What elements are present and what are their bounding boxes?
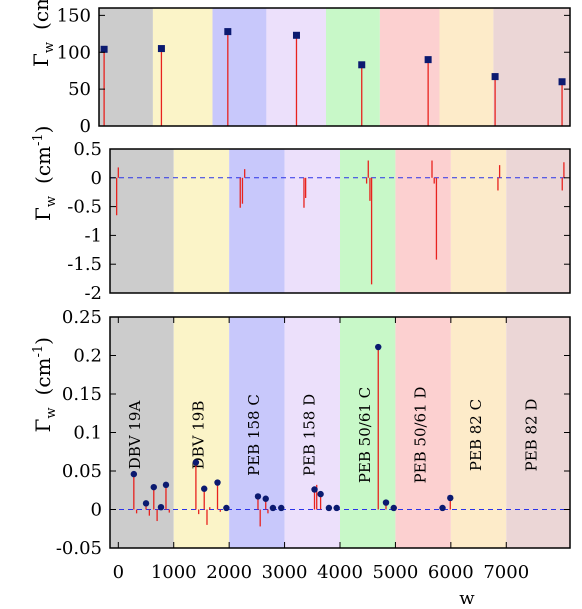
- band-5: [325, 8, 380, 126]
- x-tick-label: 3000: [262, 562, 308, 583]
- panel-bottom: DBV 19A DBV 19B PEB 158 C PEB 158 D PEB 50/6…: [31, 307, 571, 609]
- data-point: [150, 483, 157, 491]
- band-8: [493, 8, 570, 126]
- data-point: [333, 504, 340, 512]
- band-label: DBV 19B: [190, 401, 208, 470]
- band-6: [379, 8, 440, 126]
- band-2: [173, 149, 230, 293]
- y-tick-label: 0: [91, 500, 102, 521]
- band-6: [395, 149, 451, 293]
- y-tick-label: 0.2: [73, 346, 102, 367]
- band-label: PEB 82 C: [467, 399, 485, 471]
- data-point: [157, 503, 165, 511]
- y-tick-label: 0.25: [62, 307, 102, 328]
- y-tick-label: -1: [84, 225, 102, 246]
- data-point: [130, 470, 138, 478]
- band-1: [99, 8, 153, 126]
- axes-frame: [98, 7, 571, 127]
- y-tick-label: -0.05: [56, 538, 102, 559]
- band-8: [506, 149, 570, 293]
- panel-middle: 0.5 0 -0.5 -1 -1.5 -2 Γw(cm-1): [31, 126, 571, 304]
- data-point: [157, 45, 165, 53]
- y-tick-label: 0.05: [62, 461, 102, 482]
- data-point: [424, 56, 432, 64]
- band-1: [110, 149, 174, 293]
- data-point: [439, 504, 446, 512]
- y-axis-label: Γw(cm-1): [31, 337, 59, 432]
- band-label: PEB 82 D: [522, 399, 540, 472]
- data-point: [192, 459, 200, 466]
- band-2: [152, 8, 213, 126]
- data-point: [311, 486, 318, 493]
- data-point: [558, 78, 566, 86]
- band-3: [229, 149, 285, 293]
- data-point: [358, 61, 366, 69]
- data-point: [491, 73, 499, 81]
- y-tick-label: 0: [80, 116, 91, 137]
- data-point: [214, 479, 221, 486]
- y-tick-label: 0: [91, 168, 102, 189]
- data-point: [100, 45, 108, 53]
- data-point: [278, 504, 285, 512]
- data-point: [269, 504, 277, 512]
- data-point: [325, 504, 333, 512]
- x-tick-label: 1000: [151, 562, 197, 583]
- y-tick-label: 100: [57, 42, 91, 63]
- x-tick-label: 0: [113, 562, 124, 583]
- band-label: PEB 158 C: [245, 394, 263, 476]
- y-tick-label: 0.15: [62, 384, 102, 405]
- y-tick-label: 150: [57, 5, 91, 26]
- data-point: [201, 485, 208, 492]
- data-point: [317, 490, 324, 498]
- y-tick-label: 50: [68, 79, 91, 100]
- y-tick-label: -2: [84, 283, 102, 304]
- band-3: [212, 8, 267, 126]
- data-point: [292, 31, 300, 39]
- band-7: [439, 8, 494, 126]
- band-label: PEB 50/61 D: [411, 387, 429, 484]
- x-tick-label: 7000: [483, 562, 529, 583]
- x-tick-label: 2000: [206, 562, 252, 583]
- data-point: [390, 504, 397, 512]
- axes-frame: [109, 148, 571, 294]
- band-4: [284, 149, 340, 293]
- data-point: [224, 28, 232, 36]
- data-point: [254, 493, 262, 500]
- y-axis-label: Γw(cm-1): [29, 0, 57, 67]
- data-point: [447, 494, 454, 502]
- data-point: [223, 504, 230, 512]
- data-point: [162, 481, 170, 489]
- band-label: PEB 50/61 C: [356, 387, 374, 483]
- x-axis-label: w: [459, 588, 475, 609]
- x-tick-label: 4000: [317, 562, 363, 583]
- band-7: [450, 149, 507, 293]
- data-point: [375, 343, 382, 351]
- y-tick-label: -0.5: [67, 197, 102, 218]
- data-point: [262, 495, 269, 502]
- x-tick-label: 6000: [428, 562, 474, 583]
- y-tick-label: 0.1: [73, 423, 102, 444]
- y-axis-label: Γw(cm-1): [31, 126, 59, 221]
- y-tick-label: -1.5: [67, 254, 102, 275]
- x-tick-label: 5000: [373, 562, 419, 583]
- band-label: DBV 19A: [126, 401, 144, 470]
- band-label: PEB 158 D: [301, 394, 319, 476]
- data-point: [142, 500, 150, 507]
- data-point: [382, 499, 390, 506]
- y-tick-label: 0.5: [73, 139, 102, 160]
